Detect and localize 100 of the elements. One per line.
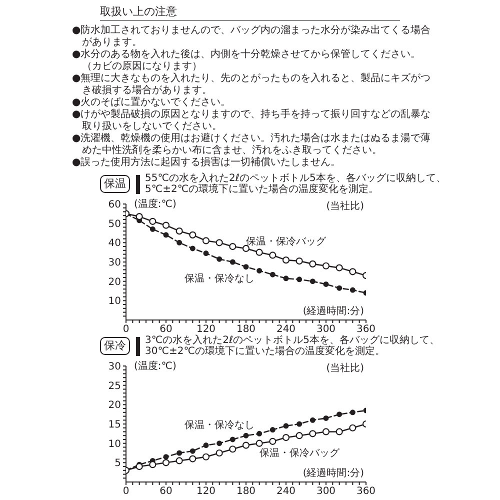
point [242,442,250,449]
point [216,256,222,262]
point [336,285,342,291]
text: ●無理に大きなものを入れたり、先のとがったものを入れると、製品にキズがつき破損する場合があります。 [72,73,432,96]
text: ●けがや製品破損の原因となりますので、持ち手を持って振り回すなどの乱暴な取り扱いをしないでください。 [72,109,432,132]
chart-subtitle: 3℃の水を入れた2ℓのペットボトル5本を、各バッグに収納して、30℃±2℃の環境下に置いた場合の温度変化を測定。 [145,335,440,357]
point [296,421,302,427]
x-tick-label: 0 [122,324,130,336]
point [163,232,169,238]
point [149,218,156,225]
annotation: (当社比) [326,201,364,212]
point [202,453,210,460]
point [322,428,330,436]
point [296,432,303,440]
point [310,417,316,423]
point [296,276,302,282]
point [162,222,170,229]
y-tick-label: 10 [108,296,121,308]
x-tick-label: 120 [196,324,216,336]
point [349,424,356,432]
point [216,449,223,457]
point [283,276,289,282]
point [162,459,170,466]
point [282,434,290,442]
x-axis-title: (経過時間:分) [302,468,364,479]
point [323,415,329,421]
point [336,264,343,272]
chart-title: 保温 [100,175,130,193]
point [282,256,290,264]
point [350,287,356,293]
y-axis-title: (温度:℃) [134,361,176,372]
x-axis-title: (経過時間:分) [302,306,364,317]
point [243,432,249,438]
point [256,430,262,436]
point [203,250,209,256]
point [216,239,223,246]
point [230,436,236,442]
x-tick-label: 60 [160,486,172,498]
x-tick-label: 240 [276,486,296,498]
text: ●防水加工されておりませんので、バッグ内の溜まった水分が染み出てくる場合があります。 [72,25,432,48]
point [176,240,182,246]
point [149,461,156,468]
series-label: 保温・保冷なし [184,272,254,285]
series-label: 保温・保冷バッグ [259,447,340,460]
point [176,450,182,456]
point [270,272,276,278]
point [176,457,183,464]
point [189,231,196,238]
point [203,442,209,448]
chart-subtitle: 55℃の水を入れた2ℓのペットボトル5本を、各バッグに収納して、5℃±2℃の環境下に置いた場合の温度変化を測定。 [145,173,447,195]
y-tick-label: 60 [108,200,121,211]
point [270,427,276,433]
x-tick-label: 180 [236,324,256,336]
point [283,423,289,429]
text: ●火のそばに置かないでください。 [72,97,232,108]
y-tick-label: 50 [108,218,121,230]
point [336,412,342,418]
point [256,440,263,447]
point [336,428,343,436]
y-tick-label: 5 [114,458,121,470]
y-tick-label: 10 [108,438,121,450]
text: ●洗濯機、乾燥機の使用はお避けください。汚れた場合は水またはぬるま湯で薄めた中性洗剤を柔らかい布に含ませ、汚れをふき取ってください。 [72,133,432,156]
x-tick-label: 360 [356,486,376,498]
point [243,264,249,270]
x-tick-label: 60 [160,324,172,336]
x-tick-label: 240 [276,324,296,336]
point [309,430,316,438]
y-tick-label: 20 [108,276,121,288]
x-tick-label: 300 [316,324,336,336]
point [323,281,329,287]
point [256,268,262,274]
point [242,244,250,252]
annotation: (当社比) [326,363,364,374]
point [230,259,236,265]
point [350,410,356,416]
point [176,228,183,235]
point [349,268,356,276]
point [256,248,263,256]
point [189,455,196,462]
x-tick-label: 180 [236,486,256,498]
point [310,278,316,284]
point [229,242,236,250]
point [136,213,143,220]
text: ●水分のある物を入れた後は、内側を十分乾燥させてから保管してください。（カビの原因になります） [72,49,422,72]
point [202,237,210,244]
y-tick-label: 30 [108,258,121,269]
x-tick-label: 0 [122,486,130,498]
point [296,257,303,265]
chart-title: 保冷 [100,337,130,355]
y-tick-label: 30 [108,362,121,373]
point [269,438,276,445]
y-tick-label: 40 [108,238,121,250]
text: 取扱い上の注意 [100,4,400,21]
point [190,448,196,454]
y-tick-label: 20 [108,400,121,412]
point [190,246,196,252]
point [150,226,156,232]
x-tick-label: 360 [356,324,376,336]
y-tick-label: 15 [108,420,121,431]
series-label: 保温・保冷バッグ [246,236,327,248]
